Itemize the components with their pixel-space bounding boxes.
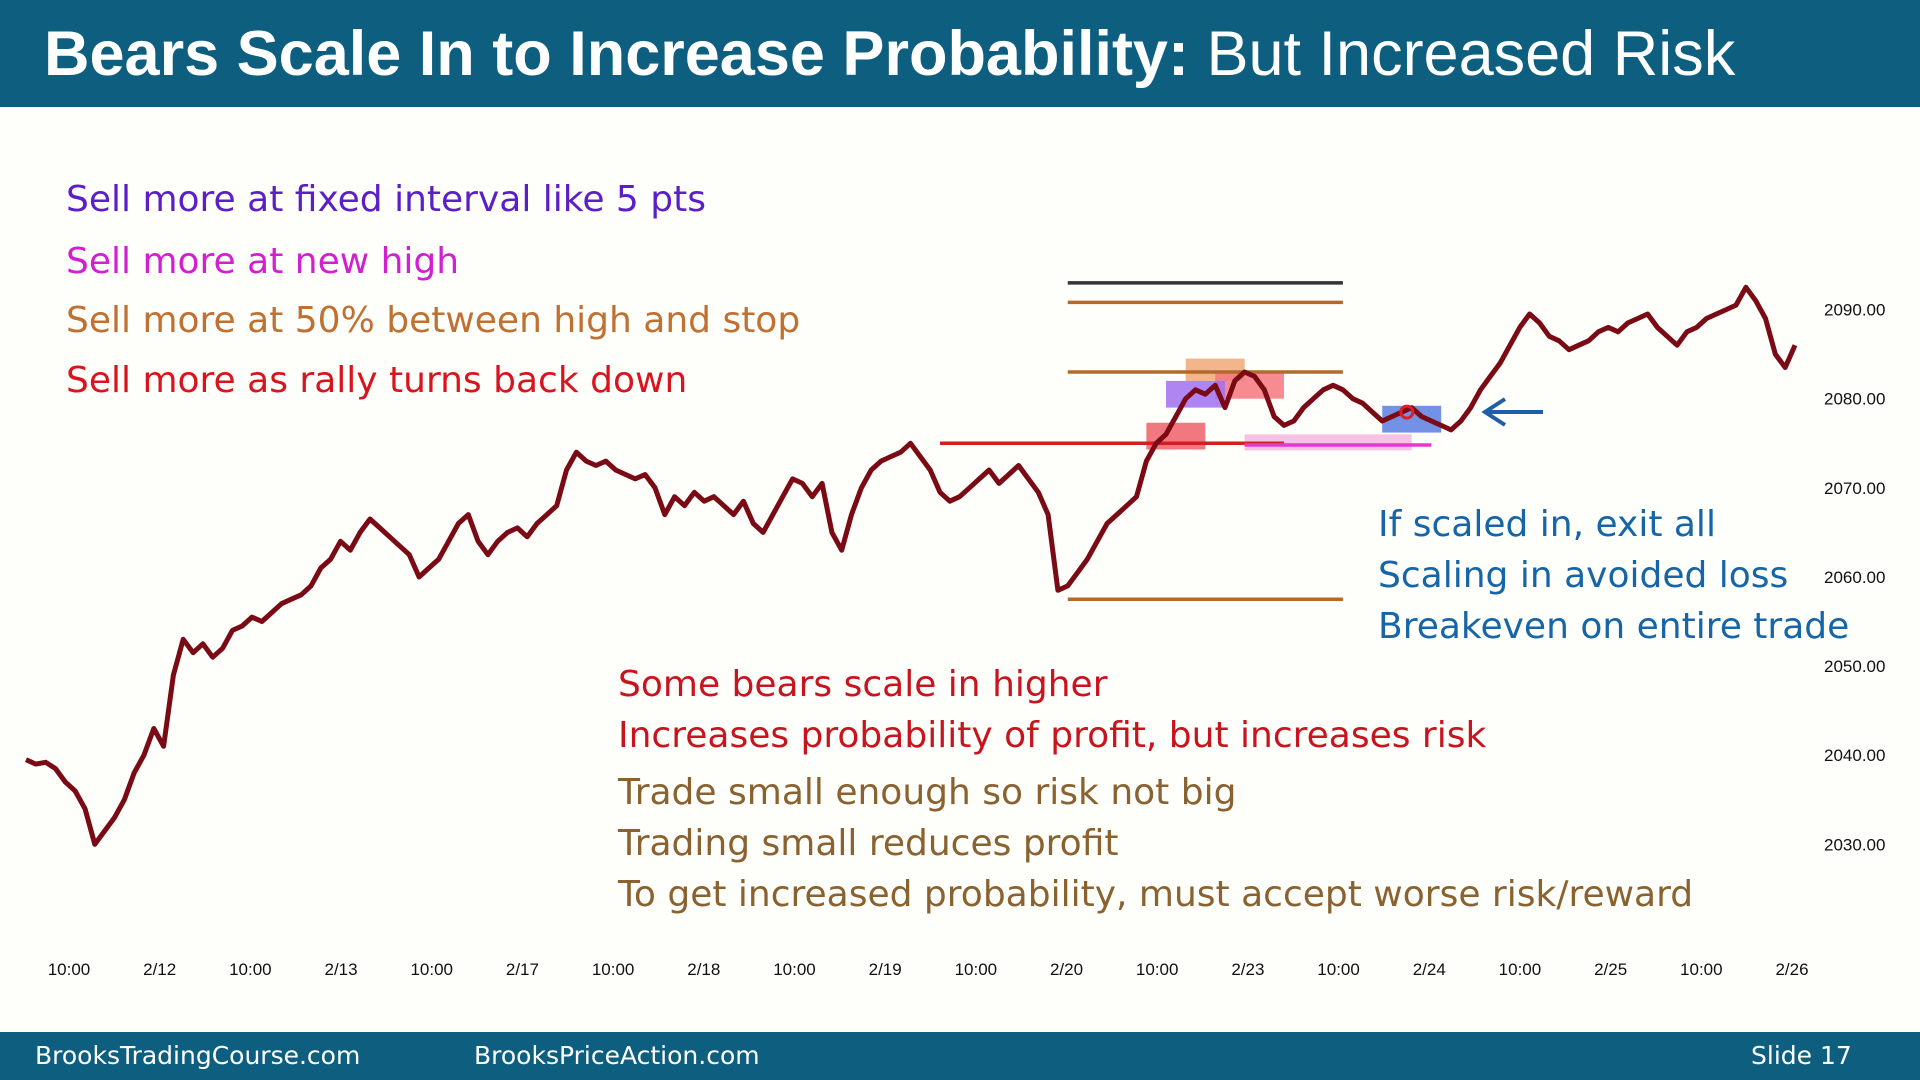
x-tick-label-3: 10:00: [229, 960, 272, 979]
x-tick-label-19: 10:00: [1680, 960, 1723, 979]
x-tick-label-2: 2/12: [143, 960, 176, 979]
footer-left-link[interactable]: BrooksTradingCourse.com: [35, 1041, 361, 1070]
note-bottom-red-1: Some bears scale in higher: [618, 664, 1108, 705]
title-bar: Bears Scale In to Increase Probability: …: [0, 0, 1920, 107]
x-tick-label-9: 10:00: [773, 960, 816, 979]
entry-marker-1: [1399, 404, 1415, 420]
y-axis-ticks: 2090.00 2080.00 2070.00 2060.00 2050.00 2040.…: [1824, 301, 1885, 855]
y-tick-label-7: 2030.00: [1824, 835, 1885, 854]
y-tick-label-1: 2090.00: [1824, 301, 1885, 320]
x-tick-label-17: 10:00: [1499, 960, 1542, 979]
entry-markers: [1399, 404, 1415, 420]
price-line-1: [24, 284, 1798, 847]
x-tick-label-11: 10:00: [955, 960, 998, 979]
note-bottom-brown-2: Trading small reduces profit: [618, 823, 1119, 864]
note-top-3: Sell more at 50% between high and stop: [66, 300, 801, 341]
x-tick-label-5: 10:00: [410, 960, 453, 979]
note-bottom-brown-1: Trade small enough so risk not big: [618, 772, 1237, 813]
note-right-3: Breakeven on entire trade: [1378, 606, 1850, 647]
y-tick-label-6: 2040.00: [1824, 746, 1885, 765]
slide-title: Bears Scale In to Increase Probability: …: [44, 14, 1735, 94]
x-tick-label-20: 2/26: [1775, 960, 1808, 979]
x-tick-label-16: 2/24: [1413, 960, 1446, 979]
y-tick-label-2: 2080.00: [1824, 390, 1885, 409]
y-tick-label-5: 2050.00: [1824, 657, 1885, 676]
note-right-1: If scaled in, exit all: [1378, 504, 1716, 545]
note-bottom-red-2: Increases probability of profit, but inc…: [618, 715, 1487, 756]
note-bottom-brown-3: To get increased probability, must accep…: [618, 874, 1694, 915]
x-tick-label-7: 10:00: [592, 960, 635, 979]
x-tick-label-6: 2/17: [506, 960, 539, 979]
x-tick-label-12: 2/20: [1050, 960, 1083, 979]
x-tick-label-14: 2/23: [1231, 960, 1264, 979]
x-tick-label-15: 10:00: [1317, 960, 1360, 979]
y-tick-label-3: 2070.00: [1824, 479, 1885, 498]
level-lines: [939, 281, 1432, 601]
x-axis-ticks: 10:00 2/12 10:00 2/13 10:00 2/17 10:00 2/18 10:0…: [48, 960, 1809, 979]
footer-bar: BrooksTradingCourse.com BrooksPriceActio…: [0, 1032, 1920, 1080]
title-bold-part: Bears Scale In to Increase Probability:: [44, 19, 1189, 89]
note-top-4: Sell more as rally turns back down: [66, 360, 688, 401]
x-tick-label-18: 2/25: [1594, 960, 1627, 979]
x-tick-label-13: 10:00: [1136, 960, 1179, 979]
note-top-2: Sell more at new high: [66, 241, 460, 282]
footer-center-link[interactable]: BrooksPriceAction.com: [474, 1041, 760, 1070]
price-series: [24, 284, 1798, 847]
arrow-left-icon: [1481, 397, 1543, 427]
title-normal-part: But Increased Risk: [1206, 19, 1736, 89]
note-right-2: Scaling in avoided loss: [1378, 555, 1789, 596]
x-tick-label-4: 2/13: [325, 960, 358, 979]
x-tick-label-1: 10:00: [48, 960, 91, 979]
note-top-1: Sell more at fixed interval like 5 pts: [66, 179, 707, 220]
slide-number: Slide 17: [1751, 1041, 1852, 1070]
y-tick-label-4: 2060.00: [1824, 568, 1885, 587]
x-tick-label-10: 2/19: [869, 960, 902, 979]
x-tick-label-8: 2/18: [687, 960, 720, 979]
